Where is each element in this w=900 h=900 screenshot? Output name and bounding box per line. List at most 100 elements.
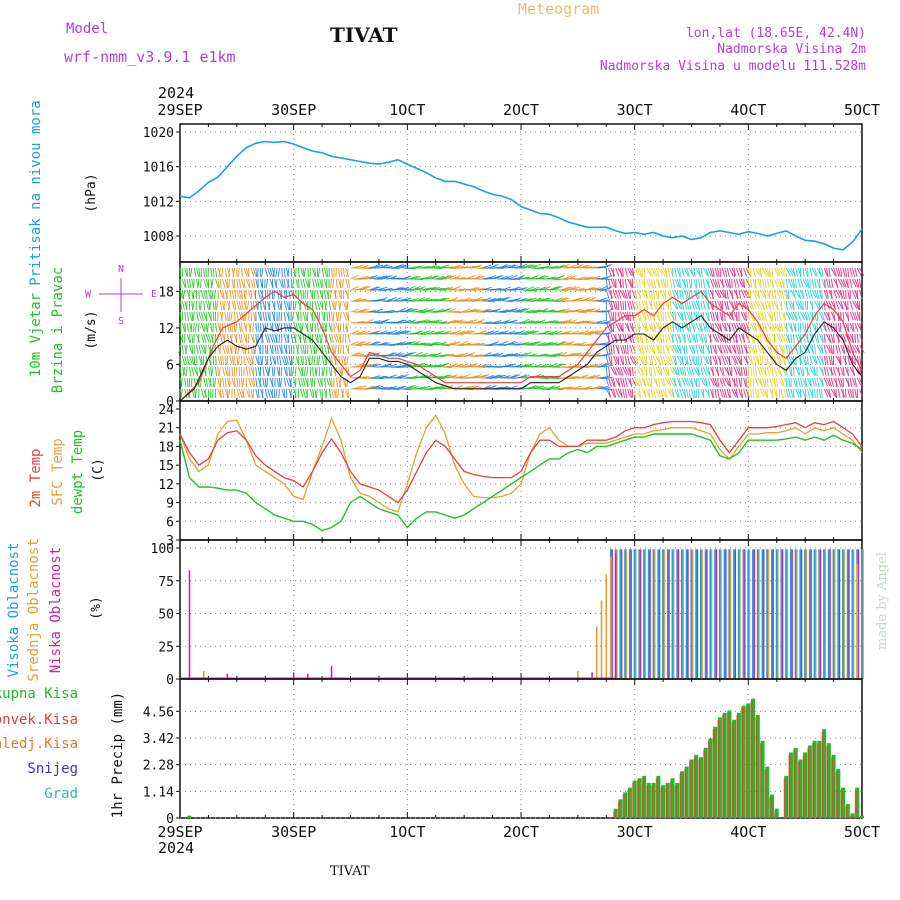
wind-barb	[731, 377, 737, 387]
wind-barb	[395, 353, 405, 357]
model-altitude-text: Nadmorska Visina u modelu 111.528m	[600, 59, 866, 74]
wind-barb	[416, 342, 426, 346]
wind-barb	[809, 377, 813, 387]
wind-barb	[653, 355, 658, 365]
wind-barb	[459, 266, 469, 269]
wind-barb	[823, 278, 826, 288]
wind-barb	[407, 308, 416, 313]
wind-barb	[338, 377, 342, 387]
wind-barb	[814, 344, 816, 355]
wind-barb	[683, 355, 688, 365]
mid-low-cloud-bar	[611, 549, 613, 679]
wind-barb	[297, 377, 302, 387]
wind-barb	[388, 363, 398, 368]
wind-barb	[856, 344, 861, 354]
wind-barb	[518, 297, 528, 302]
wind-barb	[650, 311, 655, 321]
wind-barb	[549, 265, 559, 269]
wind-barb	[302, 344, 305, 354]
wind-barb	[374, 308, 383, 313]
wind-barb	[657, 322, 661, 332]
wind-barb	[788, 388, 791, 398]
wind-barb	[544, 299, 554, 302]
mid-cloud-bar	[600, 600, 603, 679]
wind-barb	[681, 355, 684, 365]
wind-barb	[551, 278, 561, 281]
wind-barb	[423, 344, 433, 347]
wind-barb	[641, 333, 644, 344]
wind-barb	[624, 388, 628, 398]
wind-barb	[783, 366, 786, 376]
wind-barb	[733, 300, 737, 310]
wind-barb	[490, 341, 499, 346]
wind-barb	[577, 276, 587, 280]
wind-barb	[334, 300, 337, 310]
wind-barb	[200, 388, 205, 398]
wind-barb	[852, 377, 856, 387]
wind-barb	[511, 298, 521, 302]
wind-barb	[196, 366, 199, 376]
wind-barb	[771, 289, 774, 299]
wind-barb	[364, 275, 374, 280]
wind-barb	[795, 289, 801, 299]
wind-barb	[731, 355, 737, 365]
wind-barb	[414, 320, 424, 324]
wind-barb	[407, 384, 416, 390]
wind-barb	[238, 388, 243, 398]
wind-barb	[719, 388, 724, 398]
wind-barb	[840, 278, 846, 288]
wind-barb	[773, 377, 776, 387]
wind-barb	[407, 285, 416, 291]
wind-barb	[333, 333, 338, 343]
wind-barb	[605, 289, 610, 299]
wind-barb	[847, 267, 850, 278]
wind-barb	[501, 375, 511, 379]
wind-barb	[200, 344, 205, 354]
wind-barb	[683, 388, 687, 398]
wind-barb	[276, 366, 280, 376]
wind-barb	[721, 278, 724, 288]
wind-barb	[185, 366, 188, 376]
wind-barb	[428, 386, 438, 390]
wind-barb	[622, 344, 626, 354]
wind-barb	[769, 267, 771, 278]
sfc-temp-line	[179, 413, 863, 513]
wind-barb	[416, 386, 426, 390]
wind-barb	[346, 300, 349, 310]
wind-barb	[634, 278, 636, 289]
wind-barb	[196, 267, 200, 277]
high-cloud-bar	[695, 549, 698, 679]
wind-barb	[275, 388, 278, 398]
wind-barb	[251, 355, 254, 365]
high-cloud-bar	[785, 549, 788, 679]
wind-barb	[473, 275, 483, 280]
wind-barb	[669, 344, 675, 354]
wind-barb	[719, 311, 723, 321]
wind-barb	[771, 278, 774, 288]
wind-barb	[316, 322, 320, 332]
wind-barb	[769, 377, 773, 387]
wind-barb	[350, 308, 360, 313]
wind-barb	[664, 333, 668, 343]
wind-barb	[511, 343, 521, 346]
wind-barb	[580, 366, 590, 369]
cloud-y-tick-label: 0	[166, 673, 174, 688]
wind-barb	[402, 341, 412, 346]
wind-barb	[624, 300, 627, 311]
wind-barb	[556, 264, 566, 269]
wind-barb	[335, 333, 340, 343]
wind-barb	[769, 344, 773, 354]
wind-barb	[433, 267, 443, 270]
wind-barb	[719, 366, 724, 376]
wind-barb	[369, 363, 379, 368]
wind-barb	[568, 264, 577, 269]
wind-barb	[262, 377, 265, 387]
wind-barb	[565, 340, 575, 346]
wind-barb	[340, 366, 343, 377]
wind-barb	[780, 322, 784, 332]
wind-barb	[856, 278, 860, 288]
wind-barb	[328, 311, 331, 322]
wind-barb	[323, 267, 327, 277]
wind-barb	[664, 388, 668, 398]
compass-e: E	[151, 289, 157, 300]
